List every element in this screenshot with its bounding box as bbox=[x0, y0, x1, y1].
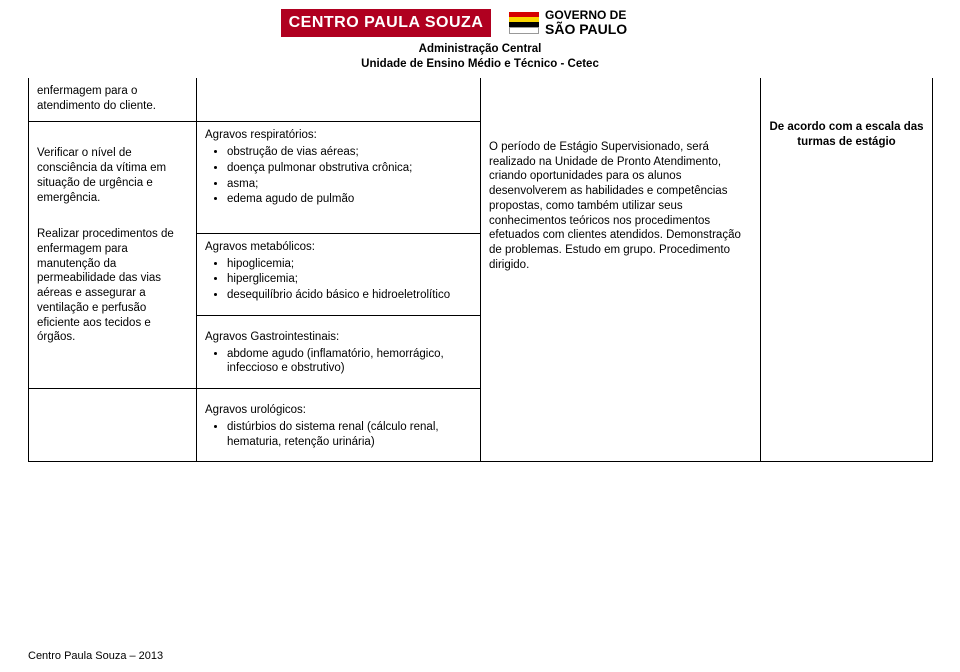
col1-top-text: enfermagem para o atendimento do cliente… bbox=[37, 85, 156, 112]
sec3-list: abdome agudo (inflamatório, hemorrágico,… bbox=[205, 347, 472, 376]
cell-col3: O período de Estágio Supervisionado, ser… bbox=[481, 78, 761, 462]
list-item: hipoglicemia; bbox=[227, 257, 472, 272]
cell-col1-top: enfermagem para o atendimento do cliente… bbox=[29, 78, 197, 122]
sec2-title: Agravos metabólicos: bbox=[205, 240, 472, 255]
cell-col1-bottom bbox=[29, 389, 197, 462]
list-item: doença pulmonar obstrutiva crônica; bbox=[227, 161, 472, 176]
col1-para1: Verificar o nível de consciência da víti… bbox=[37, 146, 188, 205]
page-footer: Centro Paula Souza – 2013 bbox=[28, 650, 163, 662]
sec4-title: Agravos urológicos: bbox=[205, 403, 472, 418]
sec3-title: Agravos Gastrointestinais: bbox=[205, 330, 472, 345]
subheader-line1: Administração Central bbox=[0, 42, 960, 57]
sec2-list: hipoglicemia; hiperglicemia; desequilíbr… bbox=[205, 257, 472, 303]
sec1-list: obstrução de vias aéreas; doença pulmona… bbox=[205, 145, 472, 207]
logo-cps: CENTRO PAULA SOUZA bbox=[281, 9, 491, 37]
cell-col2-top bbox=[197, 78, 481, 122]
subheader-line2: Unidade de Ensino Médio e Técnico - Cete… bbox=[0, 57, 960, 72]
cell-col4: De acordo com a escala das turmas de est… bbox=[761, 78, 933, 462]
list-item: desequilíbrio ácido básico e hidroeletro… bbox=[227, 288, 472, 303]
cell-col2-sec1: Agravos respiratórios: obstrução de vias… bbox=[197, 122, 481, 234]
page-header: CENTRO PAULA SOUZA GOVERNO DE SÃO PAULO bbox=[0, 4, 960, 42]
gov-text: GOVERNO DE SÃO PAULO bbox=[545, 9, 627, 36]
gov-line2: SÃO PAULO bbox=[545, 22, 627, 37]
sec1-title: Agravos respiratórios: bbox=[205, 128, 472, 143]
subheader: Administração Central Unidade de Ensino … bbox=[0, 42, 960, 72]
list-item: abdome agudo (inflamatório, hemorrágico,… bbox=[227, 347, 472, 376]
list-item: hiperglicemia; bbox=[227, 272, 472, 287]
list-item: obstrução de vias aéreas; bbox=[227, 145, 472, 160]
cell-col1-main: Verificar o nível de consciência da víti… bbox=[29, 122, 197, 389]
flag-icon bbox=[509, 12, 539, 34]
list-item: edema agudo de pulmão bbox=[227, 192, 472, 207]
col3-text: O período de Estágio Supervisionado, ser… bbox=[489, 141, 741, 271]
cell-col2-sec3: Agravos Gastrointestinais: abdome agudo … bbox=[197, 315, 481, 388]
col1-para2: Realizar procedimentos de enfermagem par… bbox=[37, 227, 188, 345]
logo-gov-sp: GOVERNO DE SÃO PAULO bbox=[509, 4, 679, 42]
list-item: asma; bbox=[227, 177, 472, 192]
sec4-list: distúrbios do sistema renal (cálculo ren… bbox=[205, 420, 472, 449]
cell-col2-sec2: Agravos metabólicos: hipoglicemia; hiper… bbox=[197, 234, 481, 316]
table-row: enfermagem para o atendimento do cliente… bbox=[29, 78, 933, 122]
col4-text: De acordo com a escala das turmas de est… bbox=[769, 121, 923, 148]
content-table: enfermagem para o atendimento do cliente… bbox=[28, 78, 932, 462]
cell-col2-sec4: Agravos urológicos: distúrbios do sistem… bbox=[197, 389, 481, 462]
list-item: distúrbios do sistema renal (cálculo ren… bbox=[227, 420, 472, 449]
